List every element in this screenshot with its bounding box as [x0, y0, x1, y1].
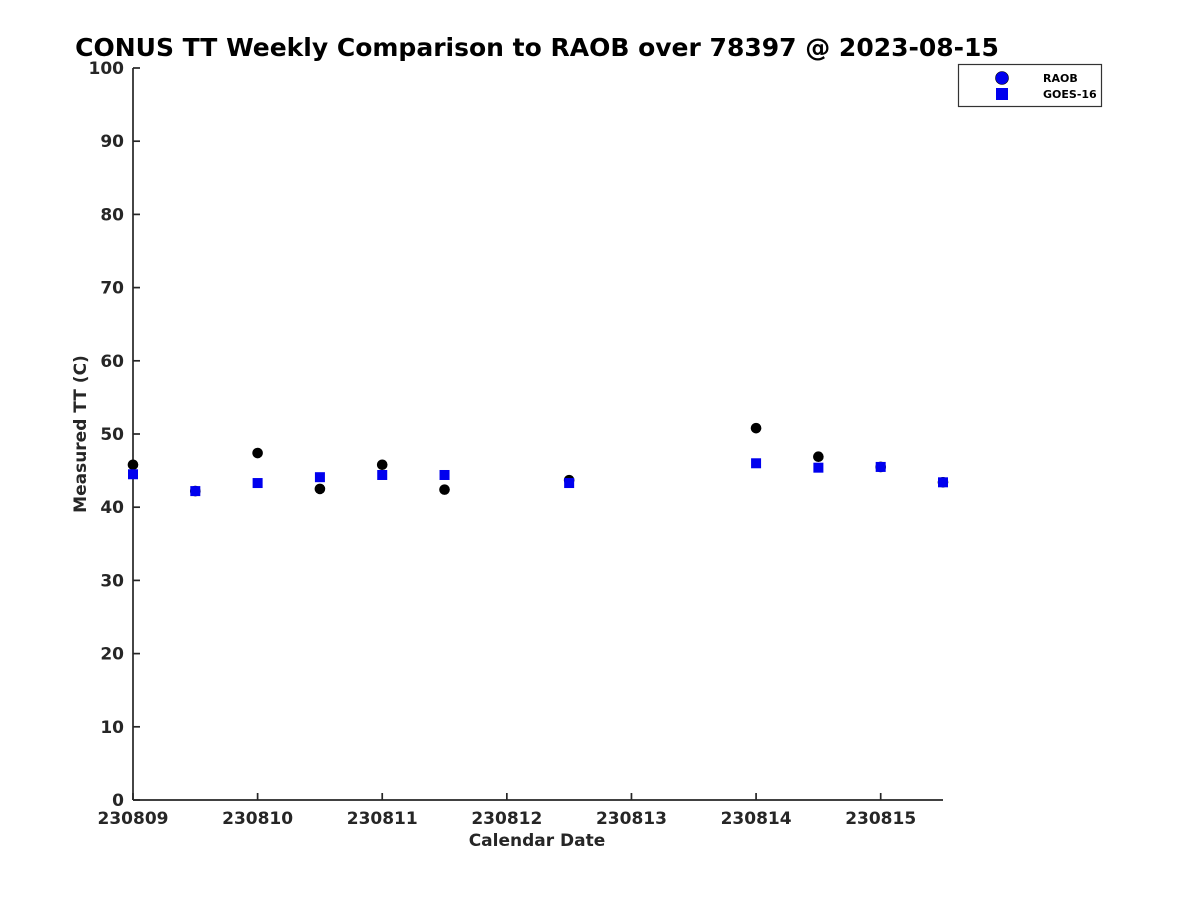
legend-box	[957, 63, 1103, 108]
y-tick-label: 40	[100, 498, 124, 518]
goes-16-marker	[377, 469, 388, 480]
y-tick-label: 100	[89, 59, 125, 79]
legend-marker-goes-16	[996, 88, 1008, 100]
goes-16-marker	[190, 486, 201, 497]
y-tick-label: 0	[112, 791, 124, 811]
x-tick-label: 230809	[98, 809, 169, 829]
raob-marker	[252, 447, 263, 459]
y-tick-label: 80	[100, 205, 124, 225]
raob-marker	[314, 483, 326, 495]
chart-title: CONUS TT Weekly Comparison to RAOB over …	[75, 33, 999, 62]
goes-16-marker	[938, 477, 948, 488]
y-tick-label: 30	[100, 571, 124, 591]
raob-marker	[127, 459, 139, 471]
y-tick-label: 70	[100, 279, 124, 299]
raob-marker	[813, 451, 824, 462]
y-tick-label: 20	[100, 645, 124, 665]
legend-label-raob: RAOB	[1043, 72, 1078, 85]
goes-16-marker	[751, 458, 762, 469]
x-tick-label: 230810	[222, 809, 293, 829]
goes-16-marker	[439, 469, 450, 480]
raob-marker	[376, 459, 388, 471]
legend-marker-raob	[995, 71, 1009, 85]
x-tick-label: 230811	[347, 809, 418, 829]
y-tick-label: 90	[100, 132, 124, 152]
x-tick-label: 230815	[845, 809, 916, 829]
goes-16-marker	[252, 478, 263, 489]
y-tick-label: 50	[100, 425, 124, 445]
goes-16-marker	[314, 472, 325, 483]
raob-marker	[439, 484, 450, 495]
y-tick-label: 60	[100, 352, 124, 372]
y-axis-label: Measured TT (C)	[71, 355, 91, 513]
goes-16-marker	[875, 461, 886, 472]
legend-label-goes-16: GOES-16	[1043, 88, 1097, 101]
goes-16-marker	[128, 469, 138, 480]
x-tick-label: 230814	[721, 809, 792, 829]
goes-16-marker	[813, 462, 824, 473]
x-tick-label: 230813	[596, 809, 667, 829]
goes-16-marker	[564, 478, 575, 489]
x-tick-label: 230812	[471, 809, 542, 829]
y-tick-label: 10	[100, 718, 124, 738]
x-axis-label: Calendar Date	[468, 831, 606, 851]
raob-marker	[750, 422, 762, 434]
